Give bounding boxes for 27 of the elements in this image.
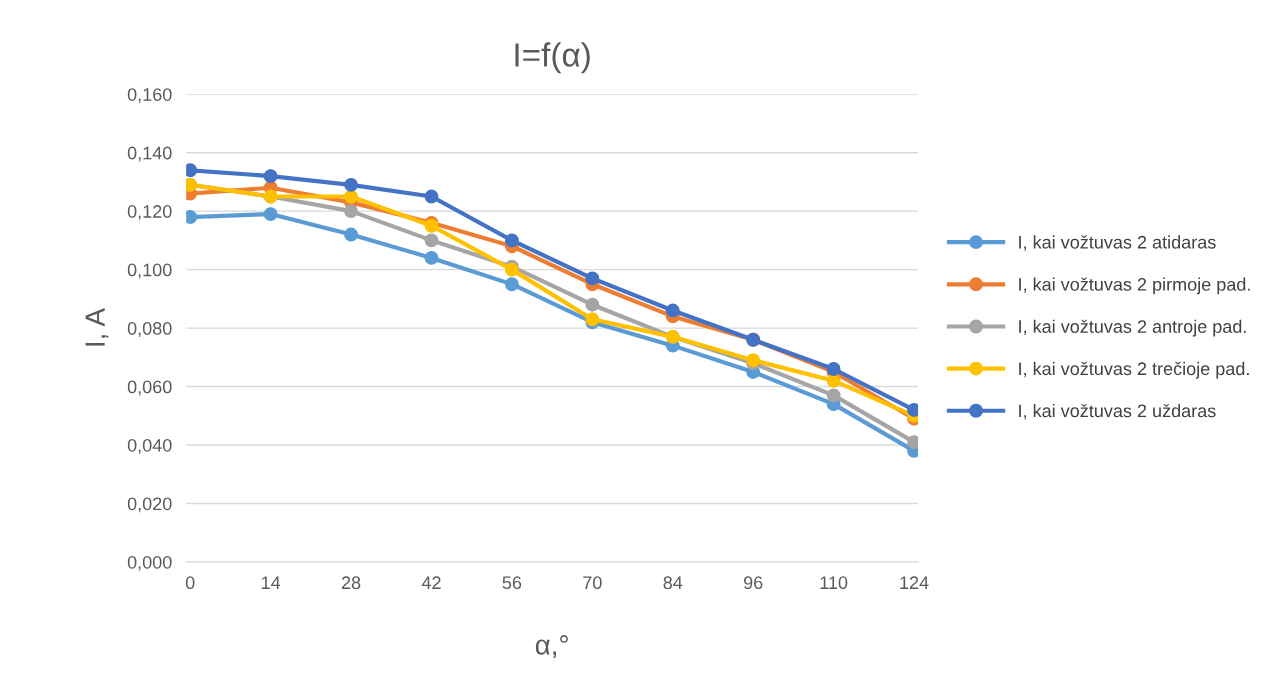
x-tick-label: 56	[502, 576, 522, 590]
y-tick-label: 0,060	[127, 380, 172, 396]
y-axis-title: I, A	[85, 308, 109, 346]
x-axis-title: α,°	[535, 635, 568, 659]
legend-label: I, kai vožtuvas 2 uždaras	[1019, 403, 1216, 420]
legend-label: I, kai vožtuvas 2 antroje pad.	[1019, 319, 1246, 337]
y-tick-label: 0,000	[127, 555, 172, 571]
legend-label: I, kai vožtuvas 2 atidaras	[1019, 235, 1216, 251]
y-tick-label: 0,120	[127, 205, 172, 221]
x-tick-label: 96	[743, 576, 763, 590]
x-tick-label: 42	[421, 576, 441, 589]
x-tick-label: 110	[820, 576, 848, 590]
x-tick-label: 0	[185, 576, 195, 590]
x-tick-label: 84	[663, 576, 683, 590]
legend-label: I, kai vožtuvas 2 pirmoje pad.	[1019, 277, 1250, 295]
chart-title: I=f(α)	[515, 42, 590, 74]
x-tick-label: 70	[583, 576, 602, 590]
x-tick-label: 124	[900, 576, 929, 589]
y-tick-label: 0,080	[127, 322, 172, 337]
y-tick-label: 0,020	[127, 497, 172, 513]
y-tick-label: 0,140	[127, 146, 172, 162]
legend-label: I, kai vožtuvas 2 trečioje pad.	[1019, 361, 1249, 379]
x-tick-label: 14	[261, 576, 281, 589]
y-tick-label: 0,100	[127, 263, 172, 279]
x-tick-label: 28	[341, 576, 361, 590]
y-tick-label: 0,160	[127, 88, 172, 104]
y-tick-label: 0,040	[127, 438, 172, 454]
